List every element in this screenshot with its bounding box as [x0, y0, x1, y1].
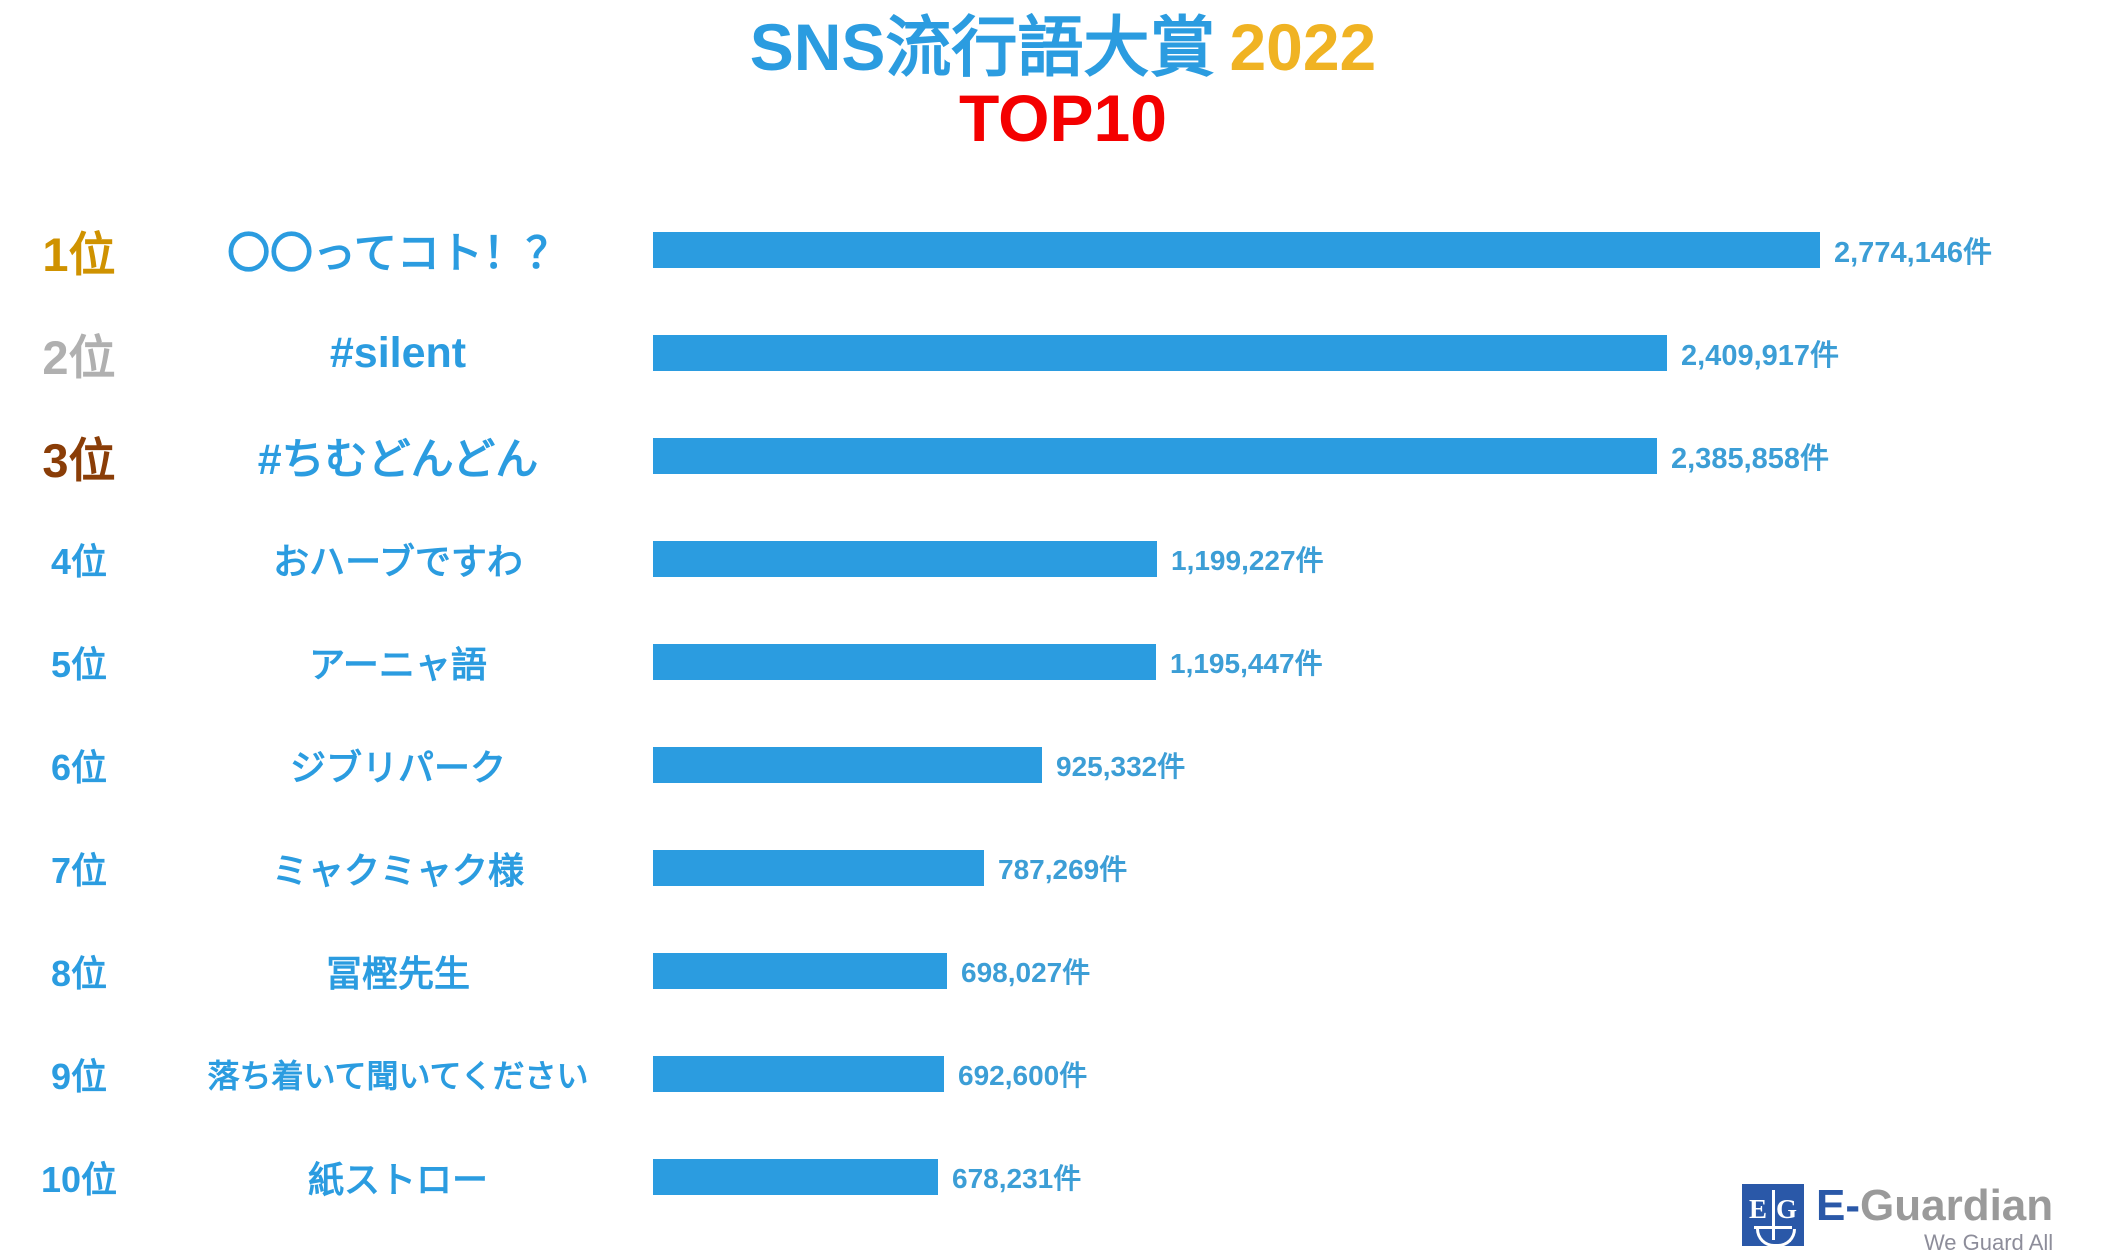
chart-title-block: SNS流行語大賞 2022 TOP10	[0, 13, 2126, 156]
category-label: #silent	[329, 328, 467, 377]
e-guardian-logo: E G E-Guardian We Guard All	[1742, 1184, 2053, 1254]
bar	[653, 232, 1820, 268]
bar-container: 698,027件	[653, 953, 1090, 989]
bar-container: 787,269件	[653, 850, 1127, 886]
bar	[653, 438, 1657, 474]
chart-title-line-1: SNS流行語大賞 2022	[0, 13, 2126, 81]
bar-value-label: 2,774,146件	[1834, 237, 1993, 269]
rank-label: 10位	[40, 1159, 118, 1200]
chart-row: 4位 おハーブですわ 1,199,227件	[0, 529, 2126, 589]
category-label: おハーブですわ	[273, 541, 523, 582]
bar	[653, 541, 1157, 577]
rank-label: 8位	[50, 953, 108, 994]
rank-label: 2位	[42, 330, 116, 384]
bar-value-label: 698,027件	[961, 957, 1091, 988]
chart-row: 8位 冨樫先生 698,027件	[0, 941, 2126, 1001]
category-label: ジブリパーク	[289, 747, 506, 788]
category-label: 冨樫先生	[325, 953, 470, 994]
logo-mark-vertical-rule	[1772, 1190, 1775, 1240]
bar-container: 678,231件	[653, 1159, 1081, 1195]
rank-label: 1位	[42, 227, 116, 281]
logo-text-block: E-Guardian We Guard All	[1816, 1184, 2053, 1254]
bar-value-label: 692,600件	[958, 1060, 1088, 1091]
chart-row: 5位 アーニャ語 1,195,447件	[0, 632, 2126, 692]
chart-title-year: 2022	[1229, 10, 1377, 84]
bar-value-label: 787,269件	[998, 854, 1128, 885]
bar	[653, 953, 947, 989]
category-label: 〇〇ってコト！？	[227, 230, 569, 278]
chart-row: 3位 #ちむどんどん 2,385,858件	[0, 426, 2126, 487]
logo-name-prefix: E-	[1816, 1181, 1860, 1230]
bar-container: 692,600件	[653, 1056, 1087, 1092]
logo-name-rest: Guardian	[1860, 1181, 2054, 1230]
bar-value-label: 2,409,917件	[1681, 340, 1840, 372]
chart-title-subtitle: TOP10	[959, 81, 1167, 156]
chart-row: 1位 〇〇ってコト！？ 2,774,146件	[0, 220, 2126, 281]
bar-value-label: 1,195,447件	[1170, 648, 1323, 679]
logo-mark-horizontal-rule	[1754, 1226, 1792, 1229]
chart-row: 9位 落ち着いて聞いてください 692,600件	[0, 1044, 2126, 1104]
bar	[653, 1056, 944, 1092]
bar-container: 2,409,917件	[653, 335, 1840, 372]
bar	[653, 1159, 938, 1195]
category-label: ミャクミャク様	[271, 850, 524, 891]
chart-row: 10位 紙ストロー 678,231件	[0, 1147, 2126, 1207]
rank-label: 4位	[50, 541, 108, 582]
bar-container: 2,774,146件	[653, 232, 1993, 269]
chart-row: 7位 ミャクミャク様 787,269件	[0, 838, 2126, 898]
e-guardian-shield-icon: E G	[1742, 1184, 1804, 1247]
bar-value-label: 925,332件	[1056, 751, 1186, 782]
bar	[653, 850, 984, 886]
bar-value-label: 1,199,227件	[1171, 545, 1324, 576]
logo-mark-letter-e: E	[1749, 1194, 1768, 1224]
category-label: アーニャ語	[309, 644, 487, 685]
logo-mark-leaf-shape	[1756, 1229, 1796, 1247]
rank-label: 5位	[50, 644, 108, 685]
rank-label: 6位	[50, 747, 108, 788]
logo-company-name: E-Guardian	[1816, 1184, 2053, 1228]
bar-chart: 1位 〇〇ってコト！？ 2,774,146件 2位 #silent 2,409,917件 3…	[0, 218, 2126, 1201]
bar-value-label: 678,231件	[952, 1163, 1082, 1194]
bar-container: 1,199,227件	[653, 541, 1324, 577]
bar-container: 2,385,858件	[653, 438, 1830, 475]
chart-row: 6位 ジブリパーク 925,332件	[0, 735, 2126, 795]
bar	[653, 747, 1042, 783]
rank-label: 3位	[42, 433, 116, 487]
bar-value-label: 2,385,858件	[1671, 443, 1830, 475]
chart-title-main: SNS流行語大賞	[749, 10, 1216, 84]
category-label: 落ち着いて聞いてください	[207, 1058, 589, 1094]
chart-row: 2位 #silent 2,409,917件	[0, 323, 2126, 384]
bar-container: 1,195,447件	[653, 644, 1323, 680]
category-label: #ちむどんどん	[257, 436, 539, 484]
bar	[653, 335, 1667, 371]
logo-mark-letter-g: G	[1775, 1194, 1797, 1224]
bar-container: 925,332件	[653, 747, 1185, 783]
rank-label: 9位	[50, 1056, 108, 1097]
bar	[653, 644, 1156, 680]
category-label: 紙ストロー	[307, 1159, 488, 1200]
logo-tagline: We Guard All	[1923, 1230, 2054, 1255]
rank-label: 7位	[50, 850, 108, 891]
